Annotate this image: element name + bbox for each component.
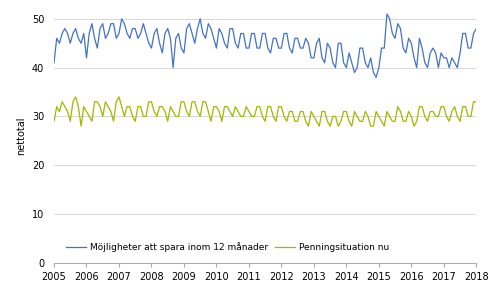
Penningsituation nu xyxy=(403,120,409,123)
Möjligheter att spara inom 12 månader xyxy=(403,51,409,55)
Penningsituation nu xyxy=(365,114,371,118)
Möjligheter att spara inom 12 månader xyxy=(359,46,365,50)
Y-axis label: nettotal: nettotal xyxy=(16,117,27,155)
Penningsituation nu xyxy=(308,110,314,113)
Möjligheter att spara inom 12 månader xyxy=(51,61,57,65)
Line: Möjligheter att spara inom 12 månader: Möjligheter att spara inom 12 månader xyxy=(54,14,491,77)
Möjligheter att spara inom 12 månader xyxy=(384,12,390,16)
Möjligheter att spara inom 12 månader xyxy=(70,32,76,35)
Line: Penningsituation nu: Penningsituation nu xyxy=(54,97,491,126)
Möjligheter att spara inom 12 månader xyxy=(56,41,62,45)
Penningsituation nu xyxy=(73,95,79,99)
Möjligheter att spara inom 12 månader xyxy=(100,22,106,25)
Penningsituation nu xyxy=(78,124,84,128)
Penningsituation nu xyxy=(51,120,57,123)
Penningsituation nu xyxy=(70,100,76,104)
Möjligheter att spara inom 12 månader xyxy=(303,37,309,40)
Legend: Möjligheter att spara inom 12 månader, Penningsituation nu: Möjligheter att spara inom 12 månader, P… xyxy=(63,239,392,256)
Penningsituation nu xyxy=(105,105,111,108)
Penningsituation nu xyxy=(56,110,62,113)
Möjligheter att spara inom 12 månader xyxy=(373,76,379,79)
